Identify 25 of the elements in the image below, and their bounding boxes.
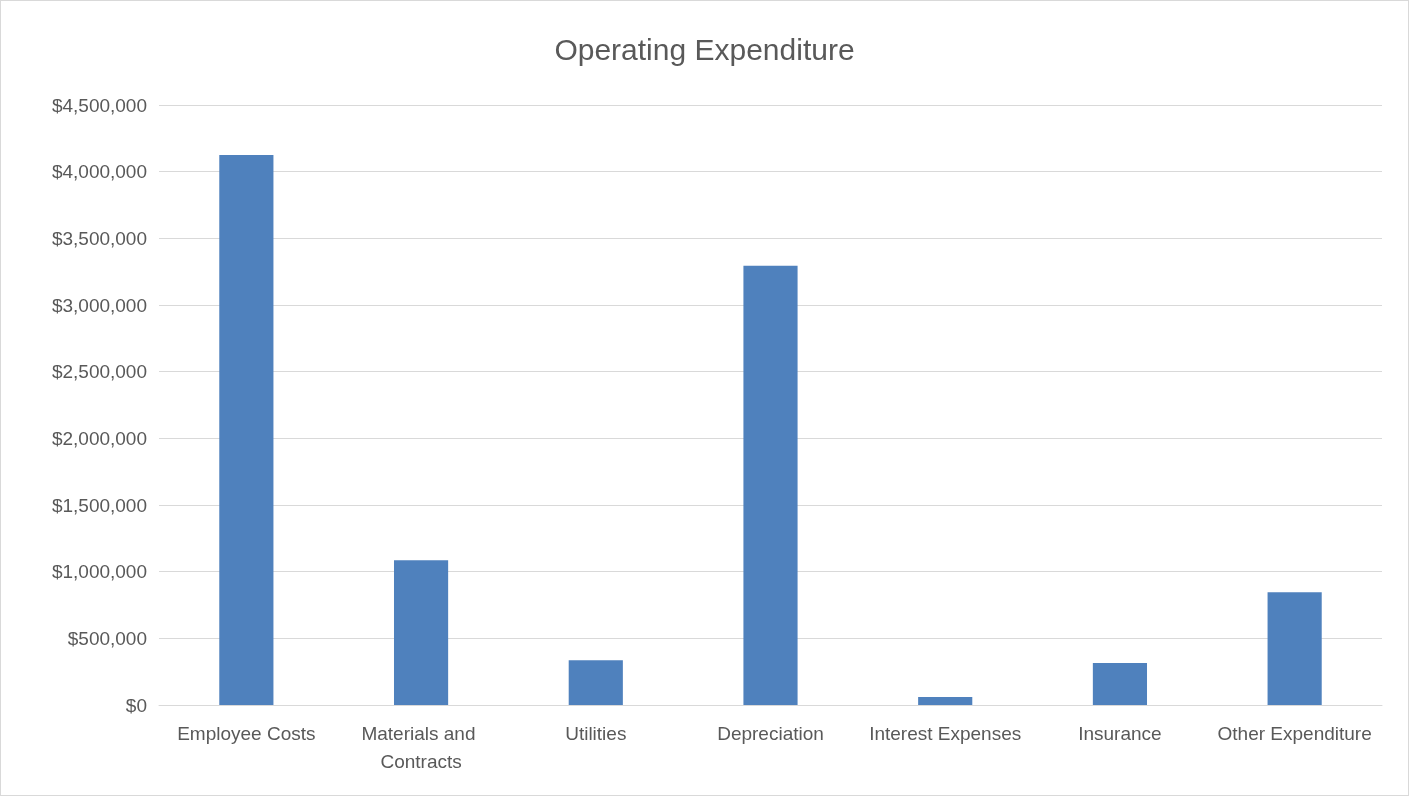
y-tick-label: $2,500,000 — [51, 361, 147, 383]
y-tick-label: $3,000,000 — [51, 294, 147, 316]
chart-title: Operating Expenditure — [554, 32, 855, 66]
y-tick-label: $1,000,000 — [51, 561, 147, 583]
y-tick-label: $4,000,000 — [51, 161, 147, 183]
bar — [1267, 592, 1322, 705]
x-tick-label: Interest Expenses — [869, 722, 1022, 744]
x-tick-label: Other Expenditure — [1217, 722, 1372, 744]
y-tick-label: $500,000 — [67, 627, 147, 649]
x-tick-label: Depreciation — [717, 722, 824, 744]
x-tick-label: Materials and Contracts — [361, 722, 481, 772]
y-tick-label: $0 — [125, 694, 147, 716]
y-tick-label: $2,000,000 — [51, 427, 147, 449]
y-tick-label: $4,500,000 — [51, 94, 147, 116]
x-tick-label: Utilities — [565, 722, 627, 744]
bar — [1092, 663, 1148, 705]
y-tick-label: $3,500,000 — [51, 227, 147, 249]
x-tick-label: Employee Costs — [177, 722, 316, 744]
x-tick-label: Insurance — [1078, 722, 1162, 744]
bar — [219, 155, 274, 705]
bar — [393, 560, 449, 705]
bar — [743, 265, 798, 705]
bar — [568, 660, 623, 705]
y-tick-label: $1,500,000 — [51, 494, 147, 516]
bar — [918, 697, 973, 705]
